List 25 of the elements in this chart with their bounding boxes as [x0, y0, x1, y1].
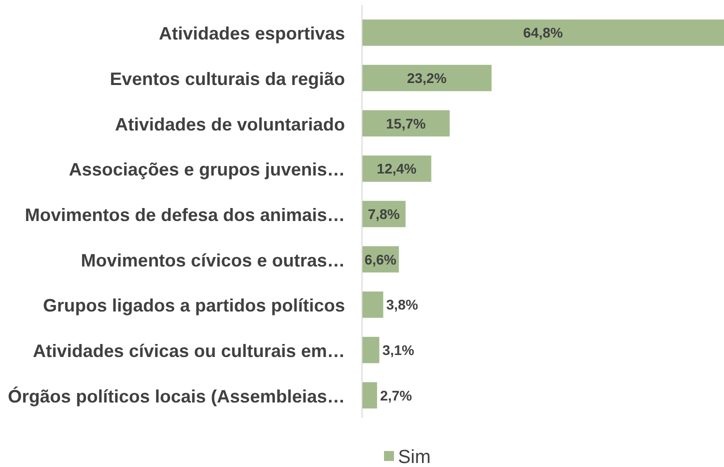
data-label: 12,4%	[376, 160, 418, 177]
bar	[362, 110, 450, 136]
data-label: 7,8%	[368, 206, 400, 222]
y-tick-label: Grupos ligados a partidos políticos	[42, 296, 345, 316]
bar	[362, 336, 380, 364]
y-tick-label: Atividades esportivas	[158, 24, 345, 44]
data-label: 6,6%	[364, 251, 397, 268]
y-tick-label: Movimentos cívicos e outras…	[80, 250, 345, 270]
data-label: 2,7%	[380, 387, 413, 404]
data-label: 15,7%	[386, 115, 426, 132]
y-tick-label: Atividades cívicas ou culturais em…	[32, 341, 345, 361]
bar	[362, 382, 378, 408]
y-tick-label: Eventos culturais da região	[110, 69, 345, 89]
data-label: 3,8%	[386, 296, 419, 313]
y-tick-label: Atividades de voluntariado	[114, 114, 346, 134]
data-label: 23,2%	[406, 70, 448, 86]
bar	[362, 292, 384, 318]
data-label: 3,1%	[382, 342, 415, 358]
bar	[362, 64, 492, 92]
y-tick-label: Movimentos de defesa dos animais…	[24, 205, 345, 225]
bar	[362, 20, 724, 46]
y-tick-label: Órgãos políticos locais (Assembleias…	[8, 386, 345, 406]
data-label: 64,8%	[523, 24, 564, 41]
legend-label: Sim	[398, 447, 431, 467]
y-tick-label: Associações e grupos juvenis…	[68, 160, 345, 180]
